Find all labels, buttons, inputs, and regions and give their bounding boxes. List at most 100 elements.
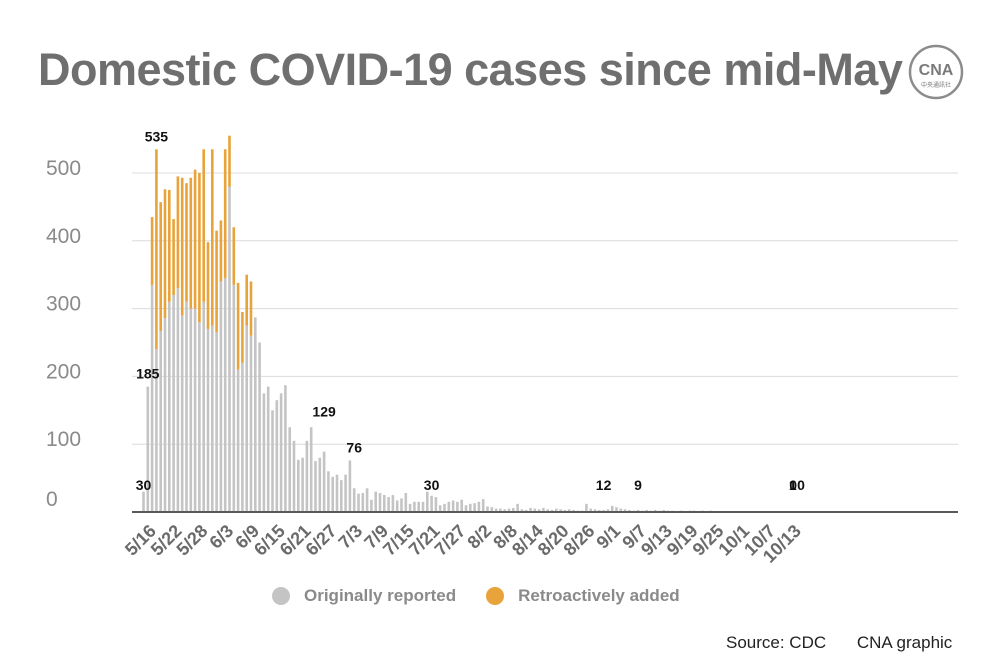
legend-label-original: Originally reported [304,586,457,605]
bar-retroactive-7 [172,219,175,296]
bar-original-75 [464,505,468,512]
bar-original-45 [335,474,339,512]
bar-original-54 [374,491,377,512]
data-label-1: 185 [136,366,160,382]
data-label-6: 12 [596,477,612,493]
bar-original-37 [301,457,304,512]
bar-original-18 [219,281,223,512]
bar-original-30 [271,410,274,512]
bar-original-64 [417,501,420,512]
bar-original-88 [520,509,524,512]
bar-retroactive-18 [219,220,223,282]
bar-original-121 [662,509,666,512]
bar-original-48 [348,460,352,512]
bar-retroactive-24 [245,274,248,326]
bar-original-41 [318,457,322,512]
bar-original-71 [447,501,451,512]
bar-original-81 [490,507,494,512]
data-label-9: 00 [789,477,805,493]
data-label-2: 535 [145,128,169,144]
bar-original-113 [628,509,631,512]
bar-original-3 [155,349,158,512]
bar-original-103 [585,503,588,512]
x-tick-label-6-27: 6/27 [302,521,341,560]
legend-item-retroactive: Retroactively added [486,586,680,606]
bar-original-111 [619,508,623,512]
bar-retroactive-15 [206,242,210,329]
data-label-5: 30 [424,477,440,493]
bar-retroactive-19 [223,149,227,279]
bar-original-108 [606,509,610,512]
bar-retroactive-23 [241,311,244,363]
bar-original-76 [469,503,472,512]
bar-original-26 [254,317,257,512]
bar-retroactive-13 [198,173,201,323]
bar-original-80 [486,506,489,512]
bar-original-87 [516,503,519,512]
bar-original-9 [180,315,184,512]
bar-original-21 [232,284,236,512]
bar-original-42 [322,451,326,512]
bar-original-95 [550,509,554,512]
bar-original-112 [623,509,627,512]
bar-original-119 [653,509,657,512]
y-tick-label-200: 200 [46,360,81,383]
bar-original-8 [176,288,180,512]
bar-original-61 [404,493,408,512]
bar-original-115 [636,509,640,512]
bar-original-74 [460,499,463,512]
bar-original-62 [408,503,412,512]
bar-retroactive-22 [236,282,240,370]
bar-original-34 [288,427,291,512]
bar-original-31 [275,400,279,512]
legend-item-original: Originally reported [272,586,456,606]
bar-original-19 [223,278,227,512]
bar-original-23 [241,362,244,512]
bar-retroactive-20 [228,135,231,187]
bar-retroactive-14 [202,149,205,302]
bar-original-56 [383,495,386,512]
credit-text: CNA graphic [856,633,953,652]
legend: Originally reported Retroactively added [272,586,710,606]
logo-text: CNA [919,62,954,79]
y-tick-label-100: 100 [46,428,81,451]
bar-original-66 [426,491,429,512]
bar-original-2 [150,284,154,512]
y-tick-label-500: 500 [46,157,81,180]
bar-original-78 [477,501,481,512]
bar-retroactive-2 [150,217,154,285]
bar-retroactive-4 [159,202,162,331]
bar-original-83 [499,508,502,512]
bar-retroactive-25 [249,281,253,336]
bar-retroactive-10 [185,183,188,302]
bar-original-12 [193,308,197,512]
bar-original-73 [456,501,459,512]
bar-original-91 [533,508,537,512]
bars [142,135,803,512]
bar-original-32 [279,393,283,512]
bar-original-105 [593,509,597,512]
legend-swatch-retroactive [486,587,505,605]
legend-swatch-original [272,587,290,605]
chart-title: Domestic COVID-19 cases since mid-May [38,44,903,95]
x-axis: 5/165/225/286/36/96/156/216/277/37/97/15… [121,521,805,567]
bar-original-98 [563,509,567,512]
bar-original-39 [309,427,313,512]
bar-original-7 [172,295,175,512]
bar-original-17 [215,332,218,512]
bar-retroactive-16 [211,149,214,326]
bar-original-107 [602,509,605,512]
gridlines [132,172,958,445]
bar-original-99 [567,509,571,512]
bar-original-104 [589,508,592,512]
bar-original-100 [572,509,575,512]
bar-original-35 [292,440,296,512]
data-label-3: 129 [312,404,336,420]
bar-original-85 [507,508,511,512]
bar-original-77 [473,503,476,512]
legend-label-retroactive: Retroactively added [518,586,680,605]
bar-original-94 [546,509,549,512]
bar-original-14 [202,301,205,512]
bar-original-79 [481,499,485,512]
bar-original-106 [598,509,601,512]
